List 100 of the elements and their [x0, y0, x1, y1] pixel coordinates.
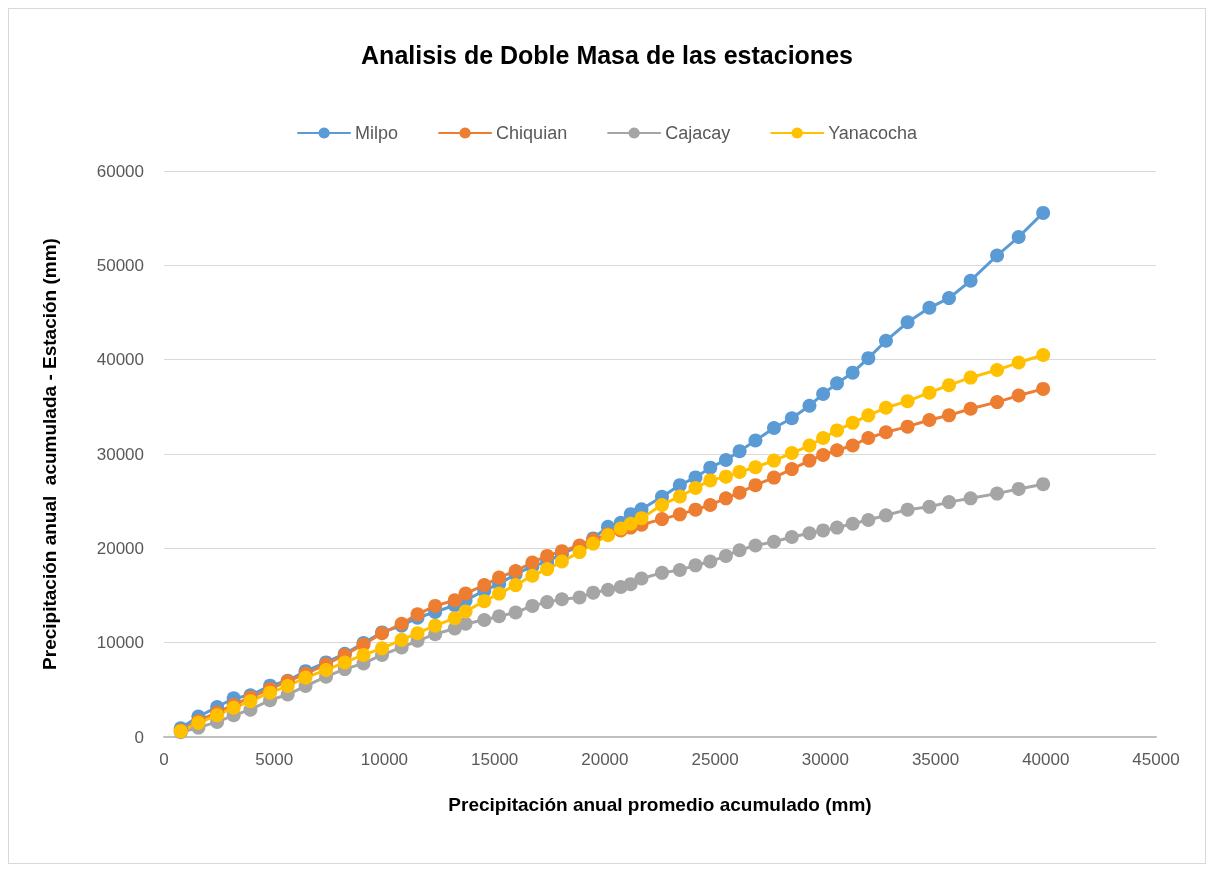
point [492, 586, 507, 601]
point [942, 495, 956, 510]
point [525, 568, 540, 583]
point [963, 401, 978, 416]
point [672, 478, 687, 493]
legend-label: Cajacay [665, 123, 731, 143]
point [990, 363, 1005, 378]
point [732, 464, 747, 479]
point [922, 499, 937, 514]
point [672, 489, 687, 504]
point [428, 618, 443, 633]
point [748, 433, 763, 448]
point [963, 370, 978, 385]
y-tick-label: 20000 [96, 538, 144, 558]
point [634, 511, 649, 526]
point [634, 571, 649, 586]
point [1011, 355, 1026, 370]
point [1011, 481, 1026, 496]
point [280, 679, 295, 694]
point [672, 563, 687, 578]
point [718, 491, 733, 506]
point [394, 632, 409, 647]
point [410, 626, 425, 641]
x-tick-label: 20000 [581, 750, 629, 769]
point [525, 598, 540, 613]
point [554, 554, 569, 569]
point [766, 534, 781, 549]
point [990, 248, 1005, 263]
point [816, 447, 831, 462]
x-tick-label: 40000 [1022, 750, 1070, 769]
point [878, 400, 893, 415]
point [963, 273, 978, 288]
x-tick-label: 0 [159, 750, 169, 769]
point [963, 491, 978, 506]
point [1011, 388, 1026, 403]
x-tick-label: 30000 [801, 750, 849, 769]
point [748, 460, 763, 475]
point [816, 430, 831, 445]
point [572, 590, 587, 605]
x-axis-title: Precipitación anual promedio acumulado (mm) [448, 794, 872, 815]
point [586, 585, 601, 600]
point [356, 647, 371, 662]
point [688, 480, 703, 495]
point [845, 415, 860, 430]
legend-label: Chiquian [496, 123, 568, 143]
point [784, 446, 799, 461]
point [766, 470, 781, 485]
point [298, 670, 313, 685]
point [900, 502, 915, 517]
point [922, 413, 937, 428]
point [816, 523, 831, 538]
point [586, 536, 601, 551]
point [784, 411, 799, 426]
point [784, 462, 799, 477]
point [845, 365, 860, 380]
point [477, 594, 492, 609]
point [922, 300, 937, 315]
point [878, 425, 893, 440]
legend-label: Milpo [355, 123, 399, 143]
point [990, 395, 1005, 410]
point [572, 545, 587, 560]
point [802, 453, 817, 468]
point [861, 430, 876, 445]
point [243, 694, 258, 709]
point [942, 291, 956, 306]
point [802, 438, 817, 453]
point [375, 641, 390, 656]
point [703, 460, 718, 475]
point [337, 655, 352, 670]
point [458, 604, 473, 619]
point [703, 554, 718, 569]
point [845, 516, 860, 531]
point [540, 548, 555, 563]
point [748, 478, 763, 493]
point [540, 595, 555, 610]
point [830, 423, 845, 438]
point [623, 516, 638, 531]
x-tick-label: 35000 [911, 750, 960, 769]
point [784, 530, 799, 545]
point [554, 592, 569, 607]
x-tick-label: 15000 [471, 750, 519, 769]
point [1036, 205, 1051, 220]
point [623, 577, 638, 592]
point [732, 485, 747, 500]
point [428, 598, 443, 613]
point [1011, 230, 1026, 245]
point [1036, 381, 1051, 396]
y-tick-label: 40000 [96, 350, 144, 370]
point [766, 420, 781, 435]
point [922, 385, 937, 400]
point [816, 387, 831, 401]
y-tick-label: 10000 [96, 633, 144, 653]
point [703, 473, 718, 488]
point [830, 520, 845, 535]
x-tick-label: 10000 [360, 750, 409, 769]
point [766, 453, 781, 468]
chart-title: Analisis de Doble Masa de las estaciones [361, 40, 853, 69]
point [319, 663, 334, 678]
point [655, 497, 669, 512]
legend-label: Yanacocha [828, 123, 918, 143]
